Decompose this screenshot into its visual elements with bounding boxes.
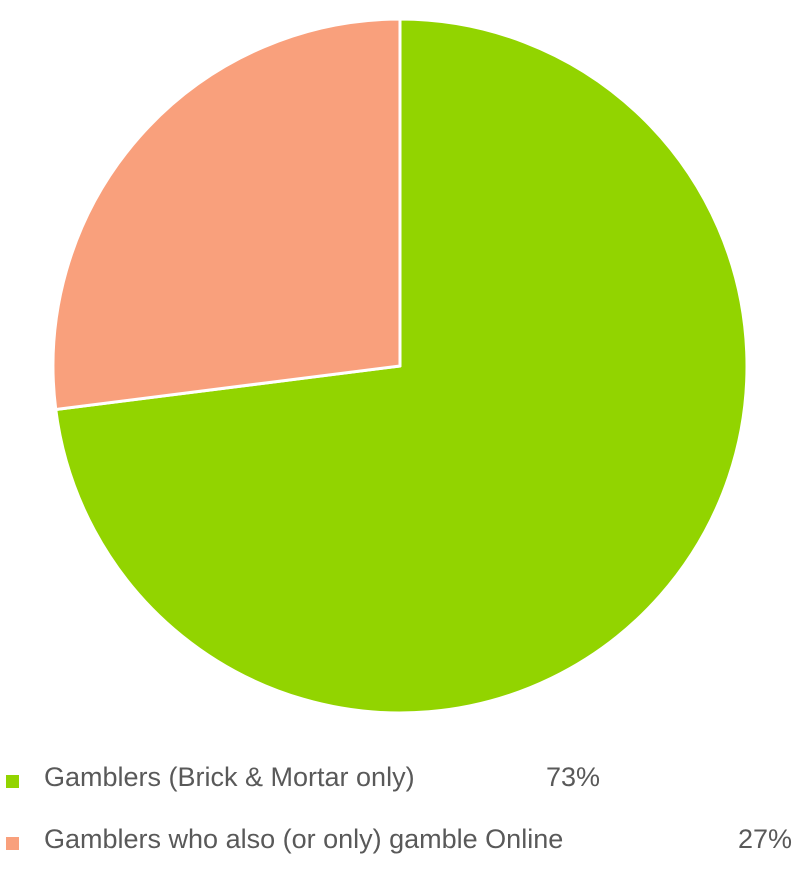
pie-slices: [51, 17, 749, 715]
legend-item-online: Gamblers who also (or only) gamble Onlin…: [6, 820, 812, 860]
legend-value-brick-mortar: 73%: [546, 762, 601, 792]
legend-label-brick-mortar: Gamblers (Brick & Mortar only): [44, 762, 415, 792]
legend: Gamblers (Brick & Mortar only) 73% Gambl…: [6, 758, 812, 882]
pie-slice-online: [51, 17, 402, 411]
pie-chart: [51, 17, 749, 715]
legend-value-online: 27%: [738, 824, 793, 854]
legend-label-online: Gamblers who also (or only) gamble Onlin…: [44, 824, 564, 854]
legend-swatch-online: [6, 837, 19, 850]
legend-swatch-brick-mortar: [6, 775, 19, 788]
legend-item-brick-mortar: Gamblers (Brick & Mortar only) 73%: [6, 758, 812, 798]
